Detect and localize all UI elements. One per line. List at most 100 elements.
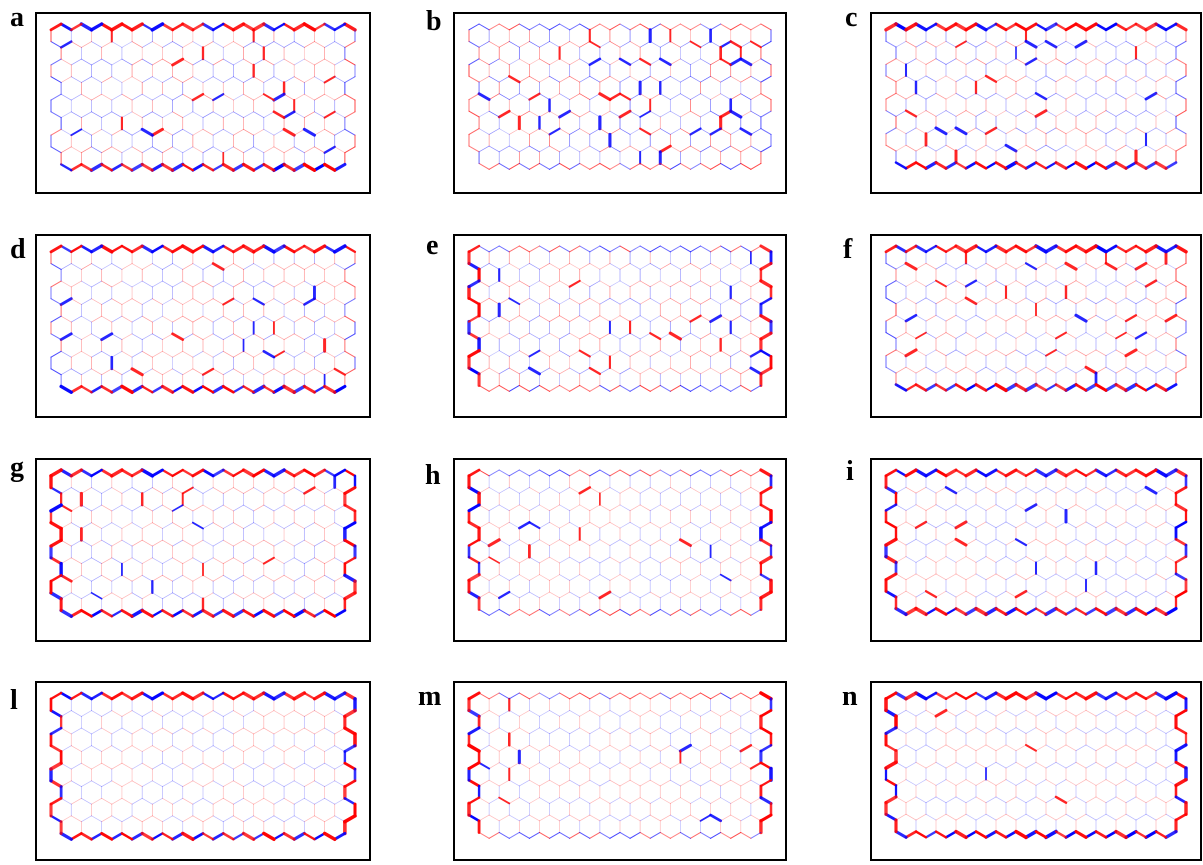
lattice-bond	[527, 366, 541, 376]
lattice-bond	[518, 110, 530, 118]
lattice-boundary-bond	[1134, 607, 1148, 616]
lattice-bond	[518, 727, 530, 735]
lattice-boundary-bond	[468, 58, 480, 66]
lattice-bond	[121, 350, 133, 358]
lattice-bond	[303, 350, 315, 358]
lattice-bond	[1055, 280, 1067, 287]
lattice-bond	[710, 487, 722, 494]
lattice-bond	[191, 521, 204, 530]
lattice-boundary-bond	[984, 161, 998, 170]
lattice-bond	[1075, 761, 1087, 769]
lattice-bond	[1165, 262, 1177, 270]
lattice-bond	[649, 332, 662, 341]
lattice-bond	[498, 145, 510, 153]
lattice-bond	[1085, 144, 1097, 152]
lattice-bond	[985, 366, 997, 374]
lattice-bond	[111, 333, 123, 340]
lattice-bond	[559, 797, 571, 804]
lattice-bond	[1115, 813, 1127, 821]
lattice-boundary-bond	[70, 244, 83, 254]
lattice-boundary-bond	[740, 245, 752, 253]
lattice-boundary-bond	[201, 22, 215, 32]
lattice-boundary-bond	[488, 23, 500, 31]
lattice-bond	[639, 57, 652, 66]
lattice-bond	[1024, 262, 1038, 271]
lattice-boundary-bond	[292, 608, 307, 618]
lattice-bond	[303, 58, 315, 66]
lattice-boundary-bond	[569, 608, 581, 616]
lattice-bond	[720, 93, 732, 100]
lattice-bond	[70, 93, 82, 101]
lattice-bond	[131, 504, 143, 512]
lattice-boundary-bond	[211, 832, 225, 841]
lattice-bond	[1135, 314, 1147, 322]
lattice-bond	[1125, 709, 1137, 717]
lattice-bond	[233, 710, 244, 717]
lattice-bond	[1105, 332, 1117, 339]
lattice-boundary-bond	[201, 468, 215, 478]
lattice-bond	[589, 504, 601, 512]
lattice-boundary-bond	[1174, 777, 1188, 788]
lattice-boundary-bond	[944, 468, 958, 478]
lattice-bond	[975, 262, 987, 270]
lattice-bond	[518, 145, 530, 153]
lattice-bond	[233, 522, 244, 529]
lattice-bond	[599, 332, 611, 340]
lattice-bond	[659, 539, 671, 546]
lattice-bond	[649, 280, 661, 288]
lattice-boundary-bond	[589, 384, 601, 392]
lattice-bond	[915, 504, 927, 511]
lattice-bond	[81, 280, 92, 288]
lattice-boundary-bond	[528, 384, 540, 392]
panel-e-lattice	[453, 234, 787, 418]
lattice-bond	[1045, 75, 1057, 83]
lattice-boundary-bond	[1074, 244, 1088, 254]
lattice-bond	[202, 487, 214, 494]
lattice-bond	[70, 41, 82, 48]
lattice-boundary-bond	[313, 22, 326, 32]
lattice-bond	[549, 591, 560, 599]
lattice-bond	[1105, 779, 1117, 786]
lattice-bond	[609, 58, 621, 66]
lattice-bond	[1085, 779, 1097, 786]
lattice-bond	[1155, 556, 1167, 563]
lattice-boundary-bond	[170, 162, 185, 173]
lattice-bond	[1095, 349, 1107, 357]
lattice-bond	[334, 762, 346, 770]
lattice-bond	[334, 280, 346, 288]
lattice-bond	[895, 314, 907, 322]
lattice-bond	[283, 263, 295, 270]
lattice-boundary-bond	[478, 831, 490, 839]
lattice-bond	[212, 557, 224, 564]
lattice-bond	[935, 349, 947, 357]
lattice-bond	[579, 93, 591, 100]
lattice-bond	[478, 556, 490, 564]
lattice-boundary-bond	[262, 608, 276, 618]
lattice-boundary-bond	[924, 691, 938, 701]
lattice-boundary-bond	[994, 382, 1008, 393]
lattice-bond	[649, 521, 661, 529]
lattice-bond	[750, 93, 762, 100]
panel-i-lattice	[870, 458, 1202, 642]
lattice-boundary-bond	[619, 608, 631, 616]
lattice-bond	[91, 111, 103, 118]
lattice-boundary-bond	[964, 830, 978, 839]
lattice-boundary-bond	[884, 554, 898, 565]
lattice-bond	[589, 727, 601, 735]
lattice-bond	[579, 263, 591, 270]
lattice-bond	[559, 367, 571, 375]
lattice-bond	[508, 367, 520, 375]
lattice-bond	[1105, 504, 1117, 511]
lattice-boundary-bond	[619, 162, 631, 170]
lattice-boundary-bond	[759, 279, 773, 289]
lattice-bond	[233, 504, 244, 512]
lattice-boundary-bond	[1044, 691, 1058, 701]
lattice-bond	[740, 727, 752, 735]
lattice-bond	[1165, 744, 1177, 752]
lattice-bond	[70, 298, 82, 305]
lattice-bond	[131, 762, 143, 770]
lattice-bond	[559, 504, 571, 512]
lattice-bond	[1135, 590, 1147, 598]
panel-a: a	[0, 0, 380, 200]
lattice-boundary-bond	[974, 383, 988, 392]
